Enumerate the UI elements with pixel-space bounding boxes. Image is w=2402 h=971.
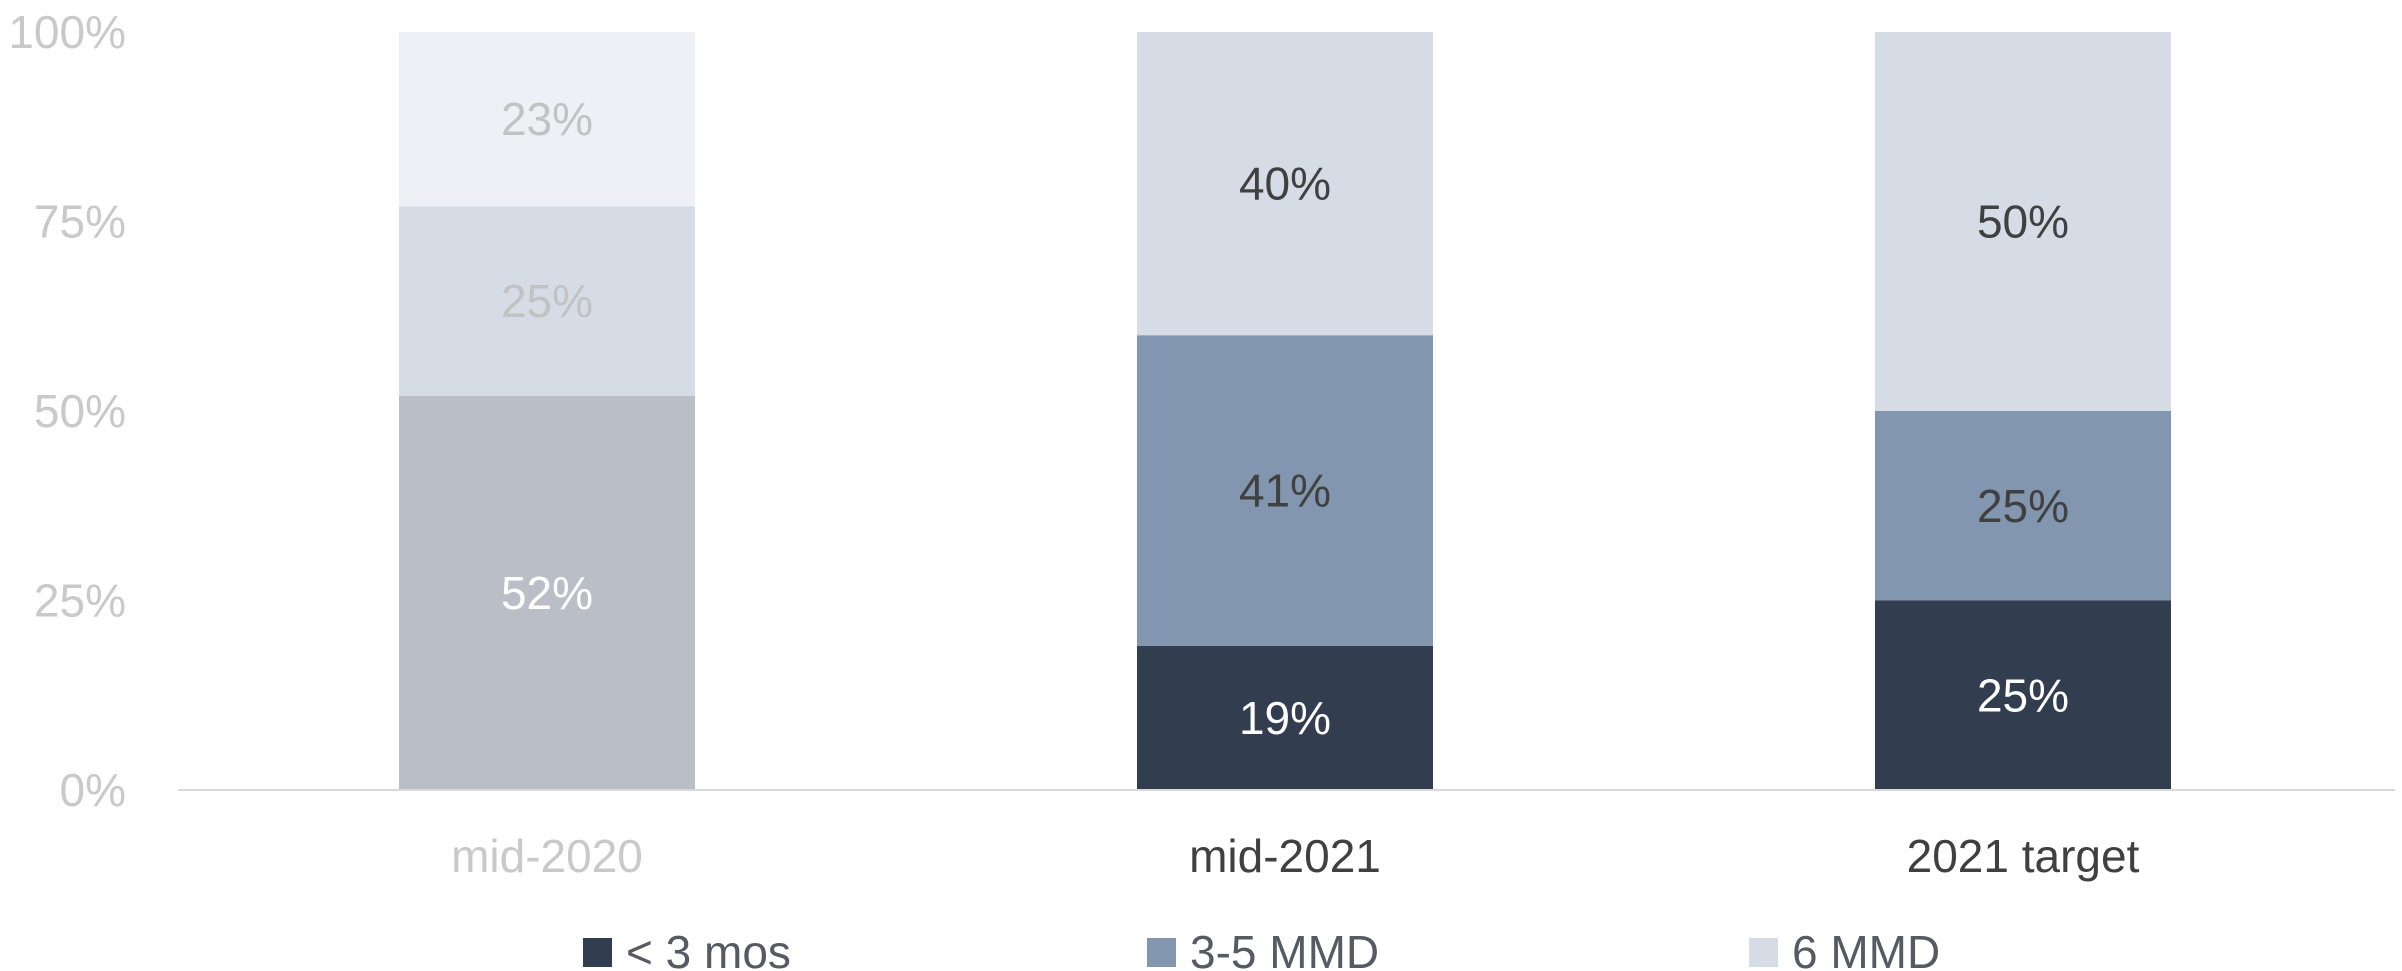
bar-segment bbox=[399, 395, 695, 790]
legend-label: 3-5 MMD bbox=[1190, 926, 1379, 971]
bar-segment bbox=[1875, 32, 2171, 411]
bar-segment bbox=[1875, 600, 2171, 790]
bar-segment bbox=[1137, 335, 1433, 646]
data-label: 19% bbox=[1239, 692, 1331, 744]
x-category-label: mid-2020 bbox=[451, 830, 643, 882]
y-tick-label: 0% bbox=[60, 764, 126, 816]
bar-segment bbox=[1137, 32, 1433, 336]
data-label: 52% bbox=[501, 567, 593, 619]
data-label: 23% bbox=[501, 93, 593, 145]
legend: < 3 mos 3-5 MMD 6 MMD bbox=[583, 926, 1940, 971]
bar-segment bbox=[1875, 411, 2171, 601]
x-category-label: 2021 target bbox=[1907, 830, 2140, 882]
legend-label: < 3 mos bbox=[626, 926, 791, 971]
bars-group bbox=[399, 32, 2171, 790]
legend-label: 6 MMD bbox=[1792, 926, 1940, 971]
data-label: 25% bbox=[1977, 480, 2069, 532]
data-label: 25% bbox=[501, 275, 593, 327]
data-label: 40% bbox=[1239, 158, 1331, 210]
y-tick-label: 50% bbox=[34, 385, 126, 437]
y-axis-ticks: 0% 25% 50% 75% 100% bbox=[8, 6, 126, 816]
x-category-label: mid-2021 bbox=[1189, 830, 1381, 882]
bar-segment bbox=[1137, 645, 1433, 790]
data-labels-group: 52% 25% 23% 19% 41% 40% 25% 25% 50% bbox=[501, 93, 2069, 744]
y-tick-label: 25% bbox=[34, 575, 126, 627]
data-label: 25% bbox=[1977, 669, 2069, 721]
data-label: 41% bbox=[1239, 465, 1331, 517]
y-tick-label: 100% bbox=[8, 6, 126, 58]
data-label: 50% bbox=[1977, 196, 2069, 248]
bar-segment bbox=[399, 32, 695, 207]
legend-swatch bbox=[583, 938, 612, 967]
y-tick-label: 75% bbox=[34, 196, 126, 248]
bar-segment bbox=[399, 206, 695, 396]
legend-swatch bbox=[1749, 938, 1778, 967]
x-axis-labels: mid-2020 mid-2021 2021 target bbox=[451, 830, 2139, 882]
legend-swatch bbox=[1147, 938, 1176, 967]
